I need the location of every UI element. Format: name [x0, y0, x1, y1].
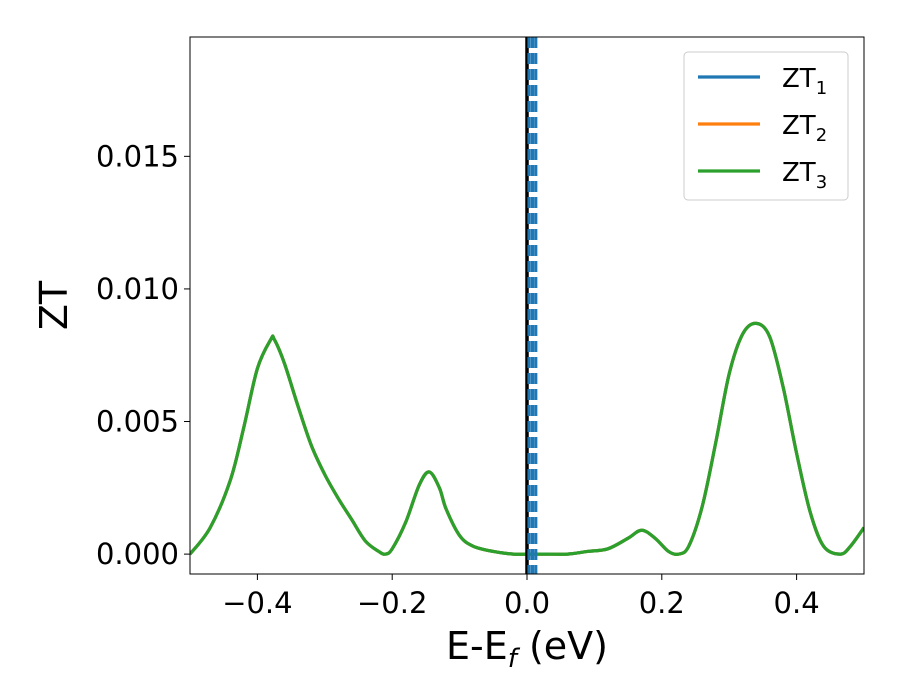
x-tick-label: 0.4 [774, 586, 820, 620]
series-layer [190, 321, 864, 557]
legend-label: ZT1 [782, 64, 827, 99]
series-line-zt3 [190, 321, 864, 557]
y-tick-label: 0.010 [96, 272, 179, 306]
y-axis-label: ZT [32, 280, 76, 330]
x-tick-label: 0.2 [639, 586, 685, 620]
y-tick-label: 0.000 [96, 537, 179, 571]
legend: ZT1 ZT2 ZT3 [683, 51, 849, 201]
y-tick-label: 0.015 [96, 139, 179, 173]
x-axis: −0.4 −0.2 0.0 0.2 0.4 [222, 574, 820, 620]
x-axis-label: E-Ef (eV) [446, 624, 608, 674]
x-tick-label: −0.4 [222, 586, 292, 620]
y-tick-label: 0.005 [96, 405, 179, 439]
legend-label: ZT2 [782, 111, 827, 146]
x-tick-label: −0.2 [357, 586, 427, 620]
legend-box [683, 51, 849, 201]
x-tick-label: 0.0 [504, 586, 550, 620]
reference-lines-layer [525, 37, 538, 574]
legend-label: ZT3 [782, 158, 827, 193]
y-axis: 0.000 0.005 0.010 0.015 [96, 139, 190, 571]
